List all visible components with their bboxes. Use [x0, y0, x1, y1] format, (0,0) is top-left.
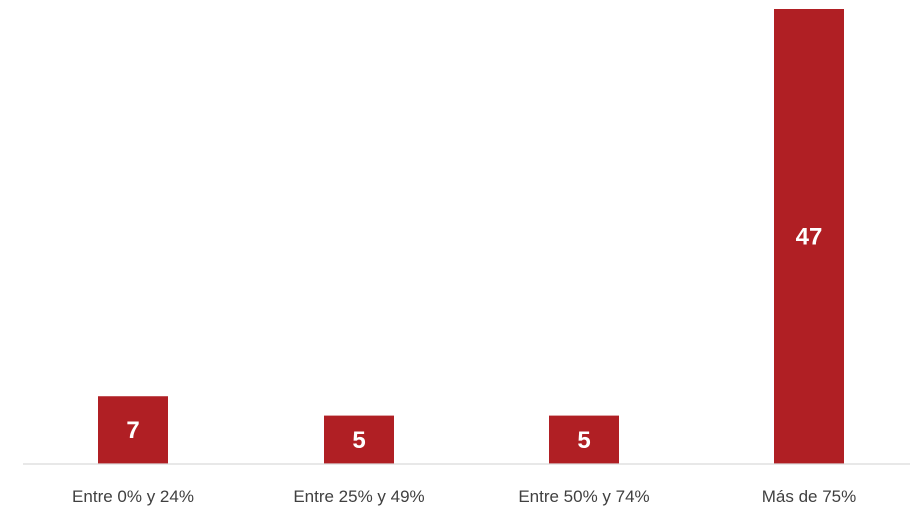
bar-2	[324, 415, 394, 464]
data-label-2: 5	[352, 427, 365, 454]
x-tick-label-1: Entre 0% y 24%	[72, 487, 194, 506]
data-label-3: 5	[577, 427, 590, 454]
bar-4	[774, 9, 844, 464]
x-tick-label-4: Más de 75%	[762, 487, 857, 506]
data-label-4: 47	[796, 224, 823, 251]
bar-1	[98, 396, 168, 464]
x-tick-label-2: Entre 25% y 49%	[293, 487, 424, 506]
data-label-1: 7	[126, 417, 139, 444]
data-labels-group: 7 5 5 47	[126, 224, 822, 454]
bars-group	[98, 9, 844, 464]
bar-3	[549, 415, 619, 464]
x-tick-label-3: Entre 50% y 74%	[518, 487, 649, 506]
x-tick-labels: Entre 0% y 24% Entre 25% y 49% Entre 50% y…	[72, 487, 856, 506]
